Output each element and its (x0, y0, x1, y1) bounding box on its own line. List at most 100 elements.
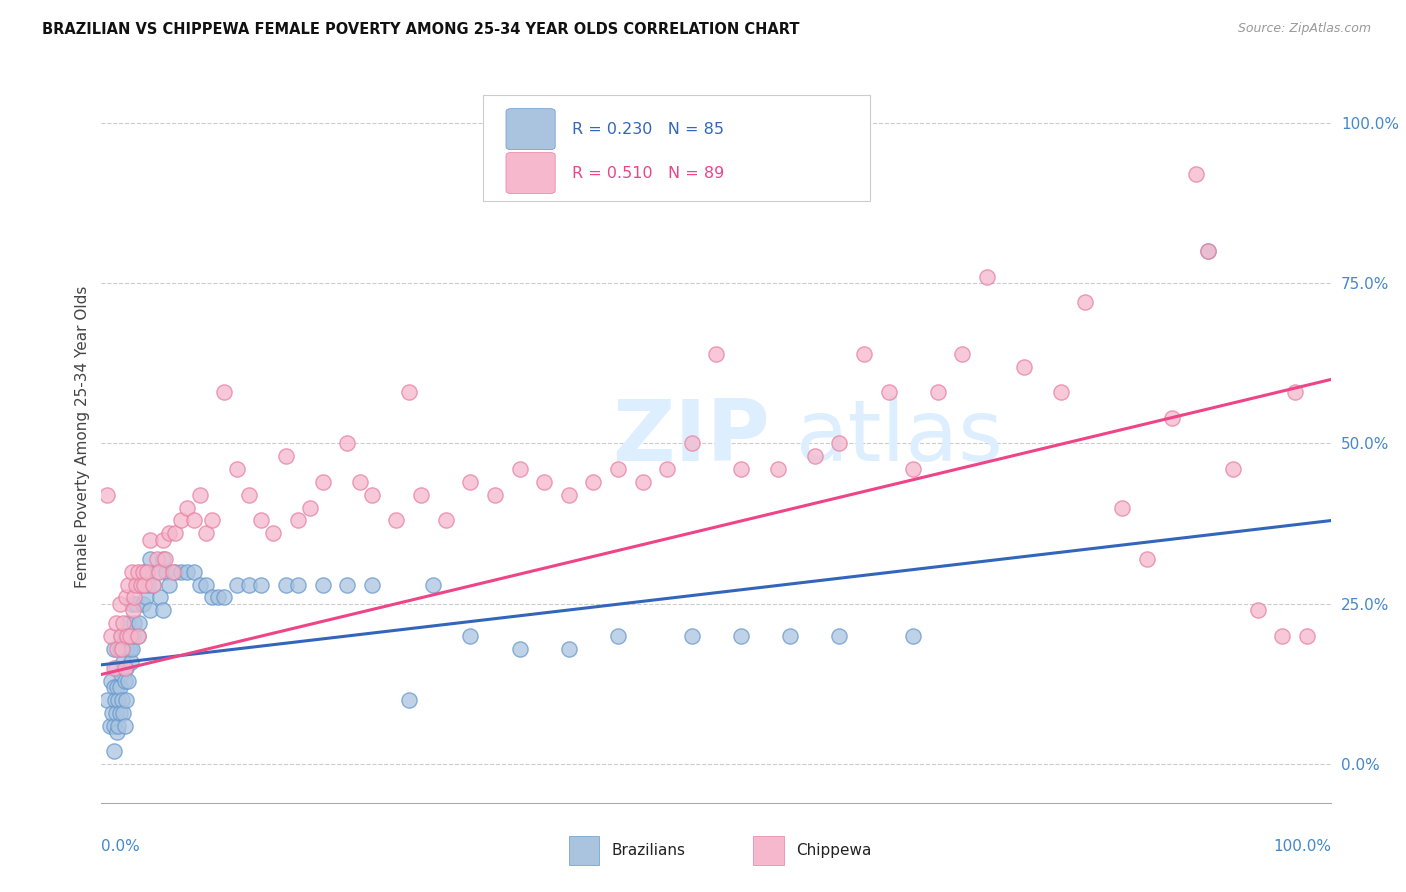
Point (145, 552, 167, 566)
Point (127, 577, 149, 591)
Point (1284, 385, 1306, 400)
Point (96, 693, 118, 707)
Point (115, 591, 138, 605)
Point (149, 591, 172, 605)
Point (148, 565, 170, 579)
Point (1185, 167, 1208, 181)
Point (434, 514, 457, 528)
Point (105, 725, 128, 739)
Point (121, 597, 143, 611)
Point (115, 641, 138, 656)
Point (1271, 629, 1294, 643)
Point (274, 450, 297, 464)
Text: R = 0.510   N = 89: R = 0.510 N = 89 (572, 166, 724, 180)
Point (135, 565, 157, 579)
Point (152, 603, 174, 617)
Point (127, 629, 149, 643)
Point (1049, 385, 1073, 400)
Point (877, 385, 900, 400)
Point (142, 577, 165, 591)
Point (398, 385, 420, 400)
Point (287, 577, 309, 591)
Point (704, 346, 728, 360)
Point (1222, 462, 1244, 476)
Point (121, 565, 143, 579)
Point (484, 488, 506, 502)
Point (274, 577, 297, 591)
Text: 0.0%: 0.0% (101, 839, 141, 855)
Point (194, 577, 217, 591)
Point (582, 475, 605, 489)
Point (105, 681, 128, 695)
Point (176, 500, 198, 515)
Point (225, 577, 247, 591)
Point (183, 514, 205, 528)
Point (152, 533, 174, 547)
Point (170, 514, 193, 528)
Point (194, 526, 217, 541)
Point (422, 577, 444, 591)
Point (111, 641, 134, 656)
Point (509, 641, 531, 656)
Text: atlas: atlas (796, 395, 1004, 479)
Point (127, 629, 149, 643)
Point (100, 673, 122, 688)
Point (299, 500, 322, 515)
Point (108, 706, 131, 720)
Point (681, 436, 703, 450)
Point (108, 597, 131, 611)
Text: ZIP: ZIP (612, 395, 769, 479)
Point (122, 629, 145, 643)
Point (121, 641, 143, 656)
Text: Chippewa: Chippewa (796, 843, 872, 858)
Point (118, 629, 141, 643)
Point (103, 641, 125, 656)
Point (128, 616, 150, 631)
Point (927, 385, 949, 400)
Point (127, 565, 149, 579)
Point (250, 577, 273, 591)
Point (225, 462, 247, 476)
Point (976, 269, 998, 284)
Point (111, 641, 134, 656)
Point (120, 655, 142, 669)
Point (1198, 244, 1220, 258)
Point (398, 693, 420, 707)
Point (112, 616, 135, 631)
Point (730, 629, 752, 643)
Point (557, 488, 581, 502)
Point (104, 693, 127, 707)
Point (124, 597, 148, 611)
Point (458, 629, 481, 643)
Point (606, 462, 628, 476)
Point (458, 475, 481, 489)
Point (96, 488, 118, 502)
Text: BRAZILIAN VS CHIPPEWA FEMALE POVERTY AMONG 25-34 YEAR OLDS CORRELATION CHART: BRAZILIAN VS CHIPPEWA FEMALE POVERTY AMO… (42, 22, 800, 37)
Point (118, 641, 141, 656)
Point (183, 565, 205, 579)
FancyBboxPatch shape (482, 95, 870, 201)
Point (117, 673, 139, 688)
Point (176, 565, 198, 579)
Point (145, 565, 167, 579)
Point (170, 565, 193, 579)
Point (114, 719, 136, 733)
Point (238, 488, 260, 502)
Point (136, 577, 159, 591)
Point (112, 655, 135, 669)
Point (312, 577, 335, 591)
Point (349, 475, 371, 489)
Point (336, 436, 359, 450)
Point (115, 661, 138, 675)
Point (631, 475, 654, 489)
Point (115, 629, 138, 643)
Point (779, 629, 801, 643)
Point (188, 577, 211, 591)
Point (766, 462, 789, 476)
Point (655, 462, 679, 476)
Point (1136, 552, 1159, 566)
Point (139, 552, 162, 566)
Point (100, 629, 122, 643)
Point (110, 629, 132, 643)
Point (163, 526, 186, 541)
